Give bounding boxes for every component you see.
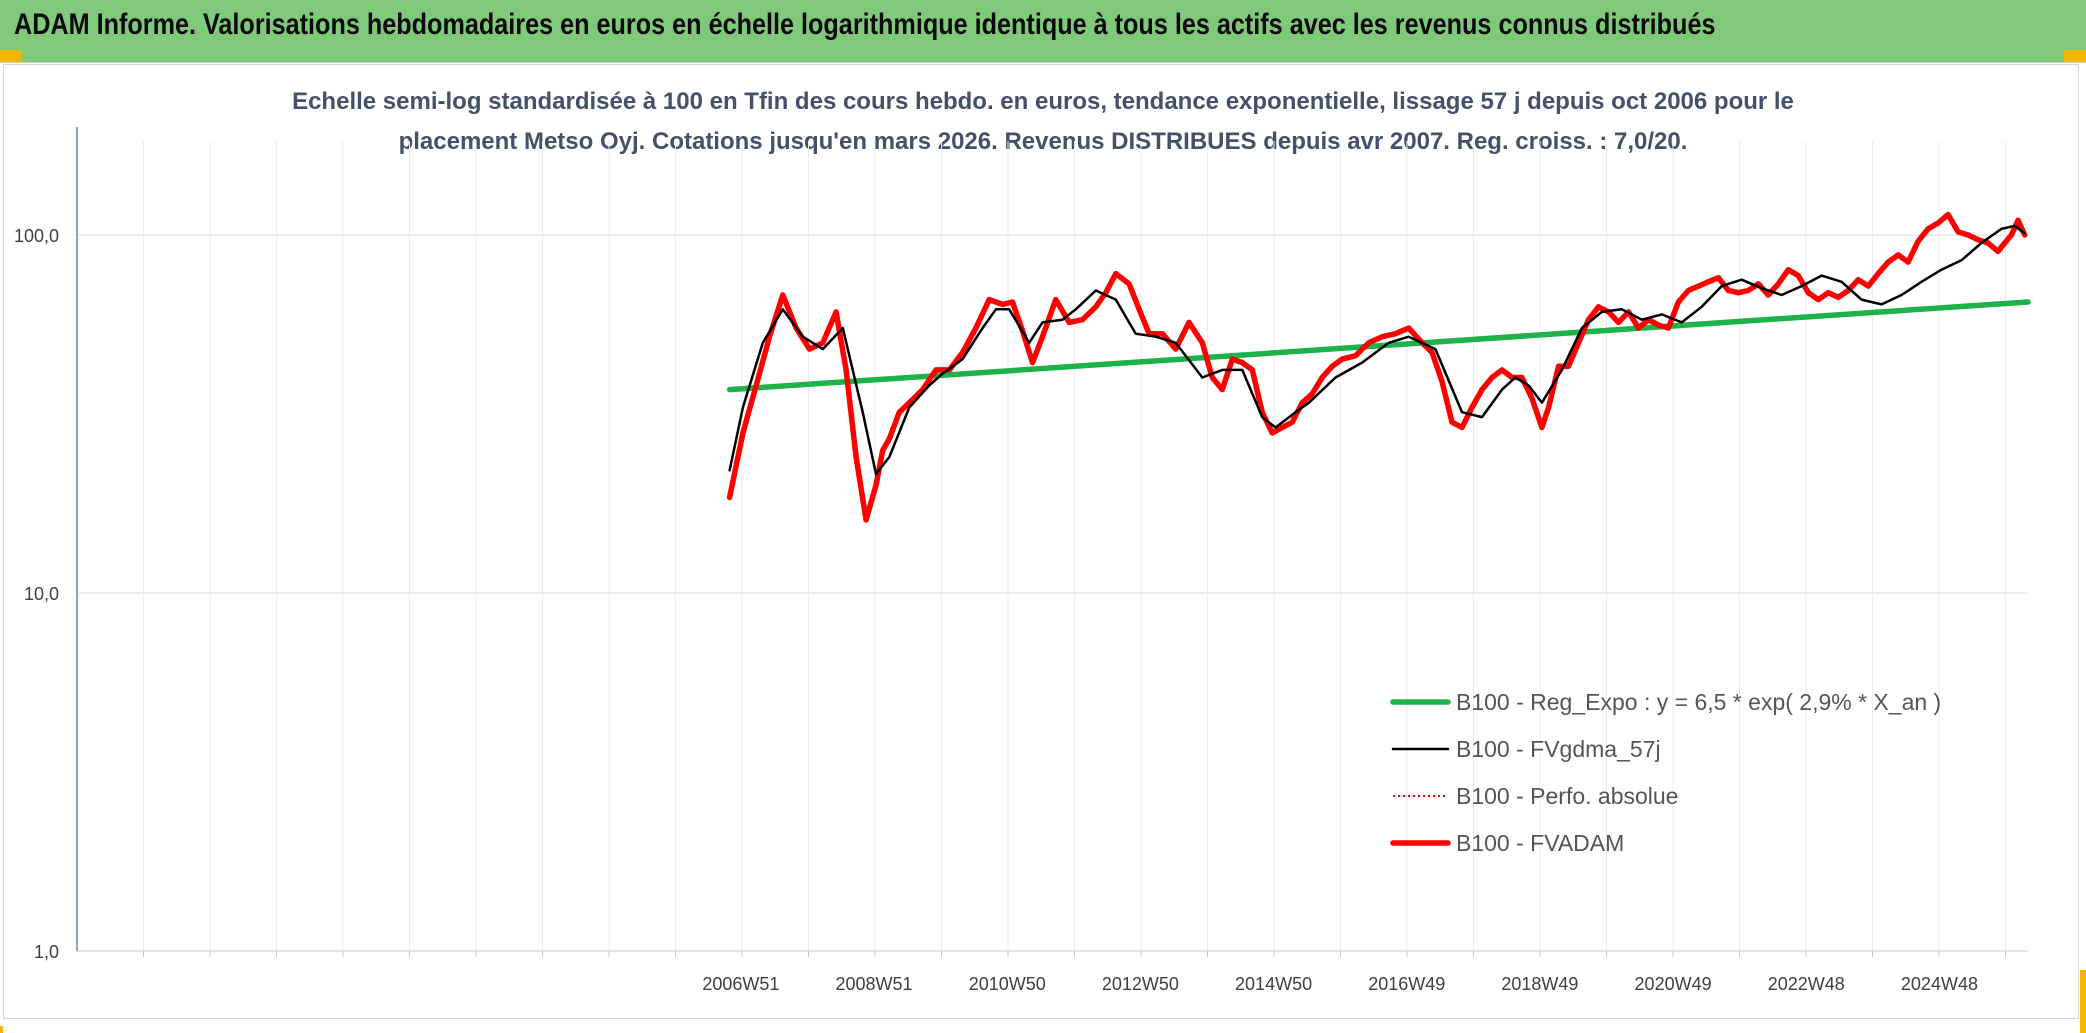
header-bar: ADAM Informe. Valorisations hebdomadaire… [0,0,2086,63]
y-tick-label: 100,0 [14,226,59,246]
x-tick-label: 2024W48 [1901,974,1978,994]
series-line-1 [728,224,2026,476]
series-line-2 [728,213,2026,521]
x-tick-label: 2020W49 [1635,974,1712,994]
y-tick-label: 1,0 [34,942,59,962]
x-tick-label: 2014W50 [1235,974,1312,994]
legend-label: B100 - FVgdma_57j [1456,736,1661,762]
series-line-3 [726,211,2028,523]
x-tick-label: 2018W49 [1501,974,1578,994]
corner-marker-top-right [2064,50,2086,62]
chart-subtitle-line-2: placement Metso Oyj. Cotations jusqu'en … [398,128,1688,155]
chart-subtitle-line-1: Echelle semi-log standardisée à 100 en T… [292,88,1794,115]
x-tick-label: 2016W49 [1368,974,1445,994]
corner-marker-bottom-left [0,1026,3,1033]
legend-label: B100 - Perfo. absolue [1456,783,1678,809]
x-tick-label: 2022W48 [1768,974,1845,994]
series-line-0 [726,299,2031,393]
chart-frame [3,64,2079,1019]
legend-label: B100 - Reg_Expo : y = 6,5 * exp( 2,9% * … [1456,689,1941,715]
page-title: ADAM Informe. Valorisations hebdomadaire… [14,8,1716,41]
x-tick-label: 2012W50 [1102,974,1179,994]
x-tick-label: 2008W51 [836,974,913,994]
corner-marker-bottom-right [2080,970,2086,1033]
y-tick-label: 10,0 [24,584,59,604]
x-tick-label: 2006W51 [702,974,779,994]
legend-label: B100 - FVADAM [1456,830,1624,856]
corner-marker-top-left [0,50,22,62]
x-tick-label: 2010W50 [969,974,1046,994]
